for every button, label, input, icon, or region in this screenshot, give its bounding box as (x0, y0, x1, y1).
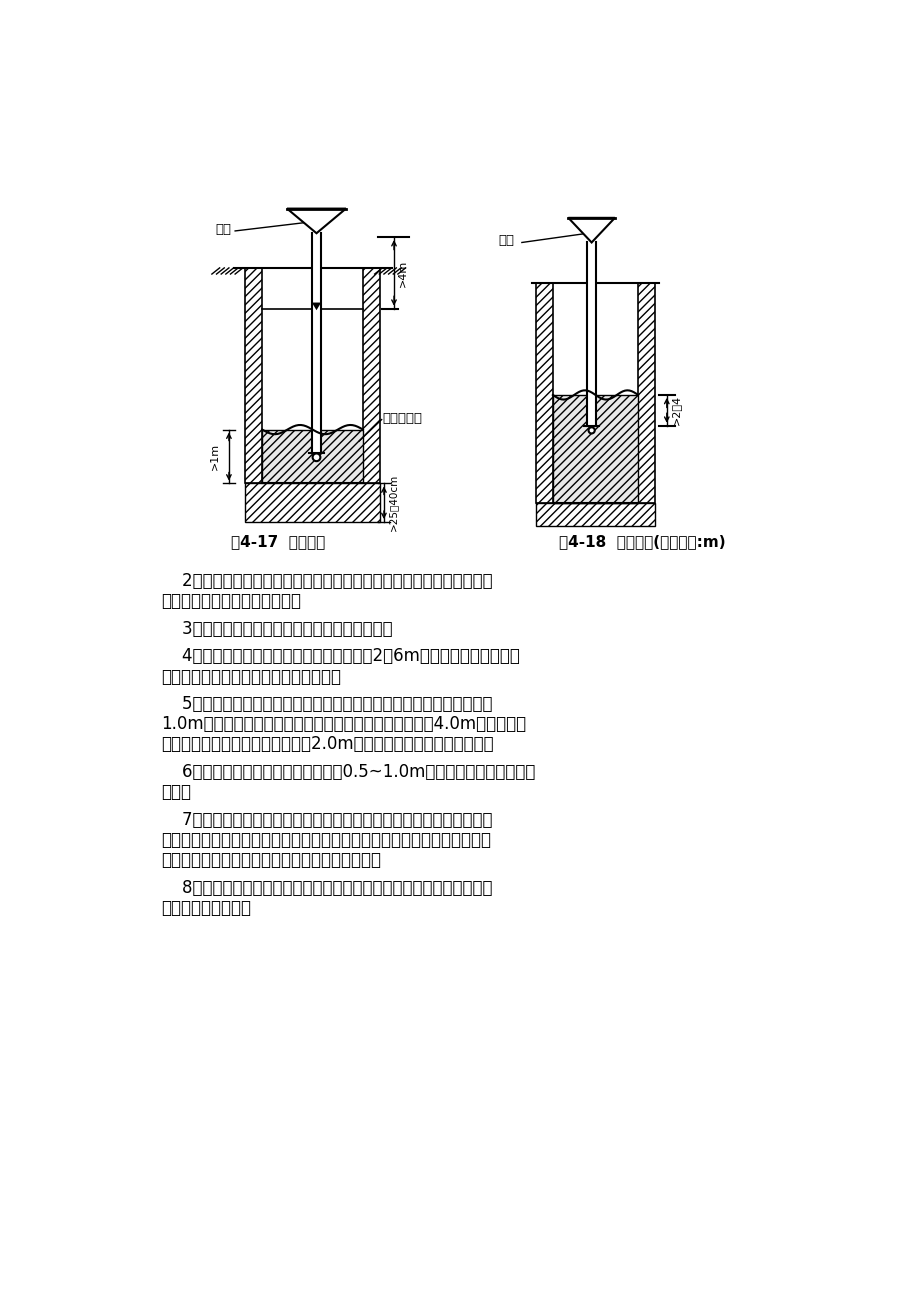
Text: 1.0m左右时，应降低灌注速度。当混凝土面升至骨架底口4.0m以上时，提: 1.0m左右时，应降低灌注速度。当混凝土面升至骨架底口4.0m以上时，提 (162, 715, 526, 733)
Text: 首批混凝土: 首批混凝土 (382, 411, 422, 424)
Bar (535, 284, 552, 503)
Polygon shape (568, 217, 614, 242)
Text: 虑导管及护筒将提升的高度，还要考虑因上拔护筒引起的混凝土面的降低，: 虑导管及护筒将提升的高度，还要考虑因上拔护筒引起的混凝土面的降低， (162, 831, 491, 849)
Text: >1m: >1m (210, 443, 220, 470)
Text: >25～40cm: >25～40cm (388, 474, 397, 531)
Text: 5、灌注混凝土时，应防止钢筋骨架上浮。在混凝土面距钢筋骨架底部: 5、灌注混凝土时，应防止钢筋骨架上浮。在混凝土面距钢筋骨架底部 (162, 695, 493, 713)
Text: 以保证导管的埋设深度和护筒底面低于混凝土面。: 以保证导管的埋设深度和护筒底面低于混凝土面。 (162, 850, 381, 868)
Bar (535, 503, 654, 526)
Bar (586, 242, 596, 426)
Text: 图4-17  导管位置: 图4-17 导管位置 (231, 534, 324, 548)
Circle shape (588, 427, 594, 434)
Text: 不符合要求，应进行二次拌合。: 不符合要求，应进行二次拌合。 (162, 592, 301, 611)
Circle shape (312, 453, 320, 461)
Polygon shape (287, 208, 346, 233)
Polygon shape (312, 302, 321, 310)
Bar (638, 284, 654, 503)
Text: 3、首批混凝土拌合物下落后，即应连续灌注。: 3、首批混凝土拌合物下落后，即应连续灌注。 (162, 620, 392, 638)
Text: 6、灌注的桩顶标高应高出设计标高0.5~1.0m，多余部分在底板浇筑前: 6、灌注的桩顶标高应高出设计标高0.5~1.0m，多余部分在底板浇筑前 (162, 763, 535, 781)
Bar (262, 430, 363, 483)
Bar (552, 395, 638, 503)
Text: 导管: 导管 (498, 234, 514, 247)
Text: 2、运到灌注现场的混凝土，应检查其均匀性、坍落度等性能指标，如: 2、运到灌注现场的混凝土，应检查其均匀性、坍落度等性能指标，如 (162, 572, 493, 590)
Text: 导管: 导管 (216, 223, 232, 236)
Text: >2～4: >2～4 (670, 396, 680, 426)
Text: 7、使用全护筒灌注水下混凝土时，护筒内的混凝土灌注高度不仅要考: 7、使用全护筒灌注水下混凝土时，护筒内的混凝土灌注高度不仅要考 (162, 811, 493, 829)
Bar (245, 268, 262, 483)
Text: 图4-18  导管位置(尺寸单位:m): 图4-18 导管位置(尺寸单位:m) (558, 534, 724, 548)
Text: 点，不得随意排放。: 点，不得随意排放。 (162, 898, 251, 917)
Text: 混凝土面的位置，及时地调整导管埋深。: 混凝土面的位置，及时地调整导管埋深。 (162, 668, 341, 686)
Bar (245, 483, 380, 522)
Text: >4m: >4m (397, 259, 407, 286)
Text: 8、灌注过程中应将孔中排出的水或泥浆引流到不会污染环境的适当地: 8、灌注过程中应将孔中排出的水或泥浆引流到不会污染环境的适当地 (162, 879, 493, 897)
Text: 凿除。: 凿除。 (162, 783, 191, 801)
Text: 4、灌注过程中，导管的埋置深度宜控制在2～6m，并应经常测探井孔内: 4、灌注过程中，导管的埋置深度宜控制在2～6m，并应经常测探井孔内 (162, 647, 520, 665)
Text: 升导管，使导管底口高于骨架底部2.0m以上，即可恢复正常速度灌注。: 升导管，使导管底口高于骨架底部2.0m以上，即可恢复正常速度灌注。 (162, 736, 494, 754)
Bar (312, 233, 321, 453)
Bar (363, 268, 380, 483)
